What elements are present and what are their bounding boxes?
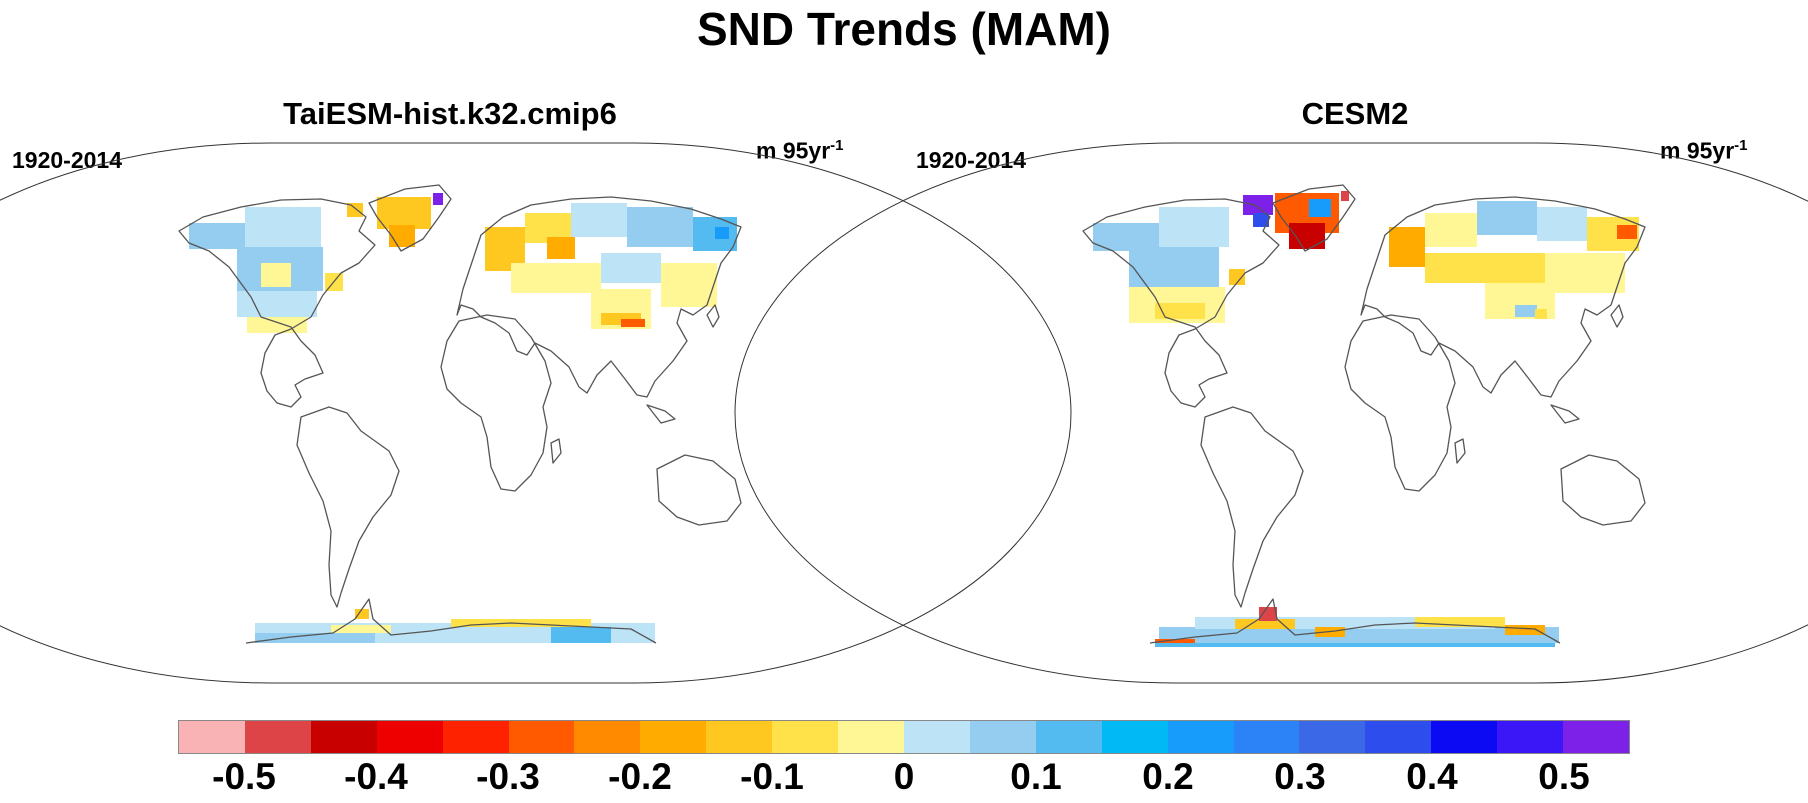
- colorbar-box: [1299, 721, 1366, 753]
- colorbar-labels: -0.5 -0.4 -0.3 -0.2 -0.1 0 0.1 0.2 0.3 0.4 0.5: [0, 756, 1808, 800]
- panel-2-map: [734, 142, 1808, 684]
- panel-1-title: TaiESM-hist.k32.cmip6: [283, 96, 617, 131]
- figure-title: SND Trends (MAM): [697, 3, 1111, 55]
- panel-2-period: 1920-2014: [916, 147, 1026, 173]
- colorbar-box: [706, 721, 773, 753]
- colorbar-tick-label: -0.2: [608, 756, 672, 797]
- colorbar-box: [244, 721, 311, 753]
- panel-2-units-exponent: -1: [1734, 137, 1748, 154]
- colorbar-box: [1101, 721, 1168, 753]
- maps-canvas: [0, 142, 1808, 684]
- panel-2-title: CESM2: [1301, 96, 1409, 131]
- panel-1-map-boundary: [0, 142, 1072, 684]
- colorbar-tick-label: -0.3: [476, 756, 540, 797]
- colorbar-box: [772, 721, 839, 753]
- colorbar-box: [442, 721, 509, 753]
- panel-1-units-text: m 95yr: [756, 137, 831, 164]
- colorbar-box: [1167, 721, 1234, 753]
- panel-1-units: m 95yr-1: [756, 137, 844, 165]
- colorbar-tick-label: 0: [893, 756, 915, 797]
- panel-1-map: [0, 142, 1072, 684]
- colorbar-tick-label: 0.5: [1538, 756, 1590, 797]
- panel-1-period: 1920-2014: [12, 147, 122, 173]
- panel-2-units: m 95yr-1: [1660, 137, 1748, 165]
- colorbar-box: [640, 721, 707, 753]
- colorbar-box: [310, 721, 377, 753]
- panel-1-units-exponent: -1: [830, 137, 844, 154]
- colorbar-box: [969, 721, 1036, 753]
- colorbar-tick-label: 0.4: [1406, 756, 1458, 797]
- colorbar-box: [1497, 721, 1564, 753]
- colorbar-box: [1035, 721, 1102, 753]
- colorbar: [178, 720, 1630, 754]
- colorbar-box: [1563, 721, 1629, 753]
- colorbar-tick-label: 0.3: [1274, 756, 1326, 797]
- colorbar-box: [838, 721, 904, 753]
- colorbar-box: [903, 721, 970, 753]
- colorbar-box: [1431, 721, 1498, 753]
- colorbar-box: [179, 721, 245, 753]
- colorbar-tick-label: 0.2: [1142, 756, 1194, 797]
- colorbar-tick-label: -0.5: [212, 756, 276, 797]
- colorbar-tick-label: -0.4: [344, 756, 408, 797]
- colorbar-box: [574, 721, 641, 753]
- colorbar-tick-label: -0.1: [740, 756, 804, 797]
- panel-2-trend-field: [1093, 191, 1639, 647]
- colorbar-tick-label: 0.1: [1010, 756, 1062, 797]
- panel-2-map-boundary: [734, 142, 1808, 684]
- colorbar-box: [1365, 721, 1432, 753]
- colorbar-box: [376, 721, 443, 753]
- panel-2-units-text: m 95yr: [1660, 137, 1735, 164]
- colorbar-box: [1233, 721, 1300, 753]
- panel-1-trend-field: [189, 193, 737, 643]
- colorbar-box: [508, 721, 575, 753]
